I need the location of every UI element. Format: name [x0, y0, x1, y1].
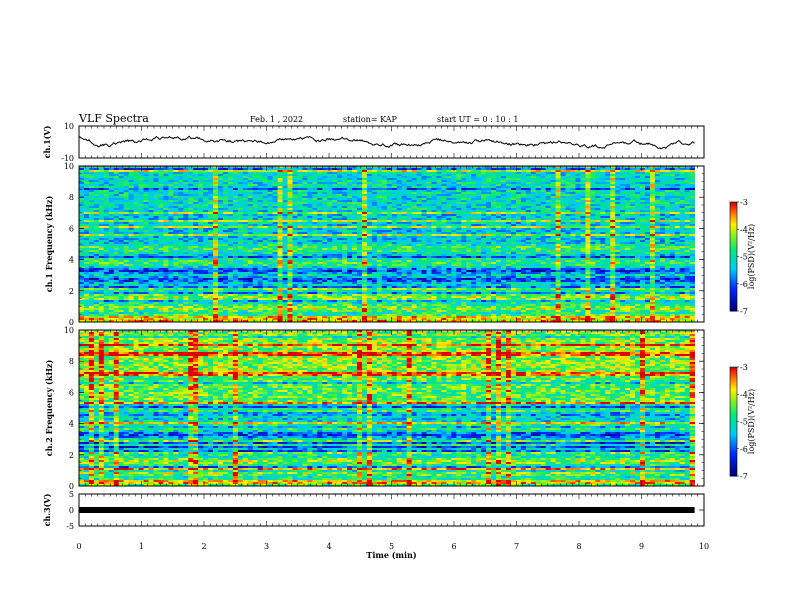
colorbar-tick-label: -3	[740, 198, 748, 207]
y-tick-label: 8	[69, 193, 74, 202]
ch3-signal-ylabel: ch.3(V)	[42, 493, 52, 526]
y-tick-label: 0	[69, 482, 74, 491]
y-tick-label: 5	[69, 490, 74, 499]
ch1-spectrogram-cells	[79, 166, 696, 323]
y-tick-label: 0	[69, 318, 74, 327]
figure-header: VLF Spectra Feb. 1 , 2022 station= KAP s…	[78, 112, 518, 125]
colorbar-tick-label: -4	[740, 225, 748, 234]
y-tick-label: 10	[64, 122, 74, 131]
y-tick-label: 4	[69, 420, 74, 429]
ch2-spectrogram-ylabel: ch.2 Frequency (kHz)	[44, 360, 54, 457]
figure-start-time: start UT = 0 : 10 : 1	[437, 115, 518, 124]
x-tick-label: 1	[139, 542, 144, 551]
colorbar-tick-label: -6	[740, 280, 748, 289]
ch1-waveform-line	[78, 135, 695, 150]
colorbar-tick-label: -3	[740, 363, 748, 372]
x-tick-label: 5	[389, 542, 394, 551]
y-tick-label: -5	[66, 522, 74, 531]
ch1-spectrogram-colorbar: -3 -4 -5 -6 -7 log(PSD)(V²/Hz)	[729, 198, 756, 316]
colorbars: -3 -4 -5 -6 -7 log(PSD)(V²/Hz) -3 -4 -5 -6 -7 log(P…	[729, 198, 756, 481]
x-tick-label: 10	[699, 542, 709, 551]
colorbar-tick-label: -4	[740, 390, 748, 399]
y-tick-label: 4	[69, 256, 74, 265]
colorbar-label: log(PSD)(V²/Hz)	[747, 389, 756, 454]
ch2-spectrogram-cells	[79, 330, 696, 487]
ch2-spectrogram-colorbar: -3 -4 -5 -6 -7 log(PSD)(V²/Hz)	[729, 363, 756, 481]
x-tick-label: 9	[639, 542, 644, 551]
y-tick-label: -10	[61, 154, 74, 163]
y-tick-label: 8	[69, 357, 74, 366]
y-tick-label: 2	[69, 287, 74, 296]
tick-marks	[78, 125, 705, 527]
y-tick-label: 6	[69, 388, 74, 397]
x-tick-label: 2	[201, 542, 206, 551]
colorbar-tick-label: -5	[740, 253, 748, 262]
x-tick-label: 4	[326, 542, 331, 551]
x-tick-label: 0	[76, 542, 81, 551]
waveform-layer	[78, 135, 695, 513]
y-tick-label: 2	[69, 451, 74, 460]
y-tick-label: 10	[64, 162, 74, 171]
y-tick-label: 10	[64, 326, 74, 335]
ch3-signal-line	[79, 507, 695, 513]
ch1-waveform-ylabel: ch.1(V)	[42, 125, 52, 158]
x-tick-label: 8	[576, 542, 581, 551]
colorbar-tick-label: -5	[740, 418, 748, 427]
colorbar-tick-label: -7	[740, 472, 748, 481]
colorbar-tick-label: -6	[740, 445, 748, 454]
x-tick-label: 6	[451, 542, 456, 551]
colorbar-label: log(PSD)(V²/Hz)	[747, 224, 756, 289]
ch1-spectrogram-ylabel: ch.1 Frequency (kHz)	[44, 196, 54, 293]
x-tick-label: 3	[264, 542, 269, 551]
y-tick-label: 0	[69, 506, 74, 515]
figure-title: VLF Spectra	[78, 112, 149, 125]
x-axis-label: Time (min)	[366, 550, 416, 560]
figure-date: Feb. 1 , 2022	[250, 115, 303, 124]
x-tick-label: 7	[514, 542, 519, 551]
colorbar-tick-label: -7	[740, 307, 748, 316]
figure-station: station= KAP	[343, 115, 398, 124]
y-tick-label: 6	[69, 224, 74, 233]
spectrogram-layer	[79, 166, 696, 487]
